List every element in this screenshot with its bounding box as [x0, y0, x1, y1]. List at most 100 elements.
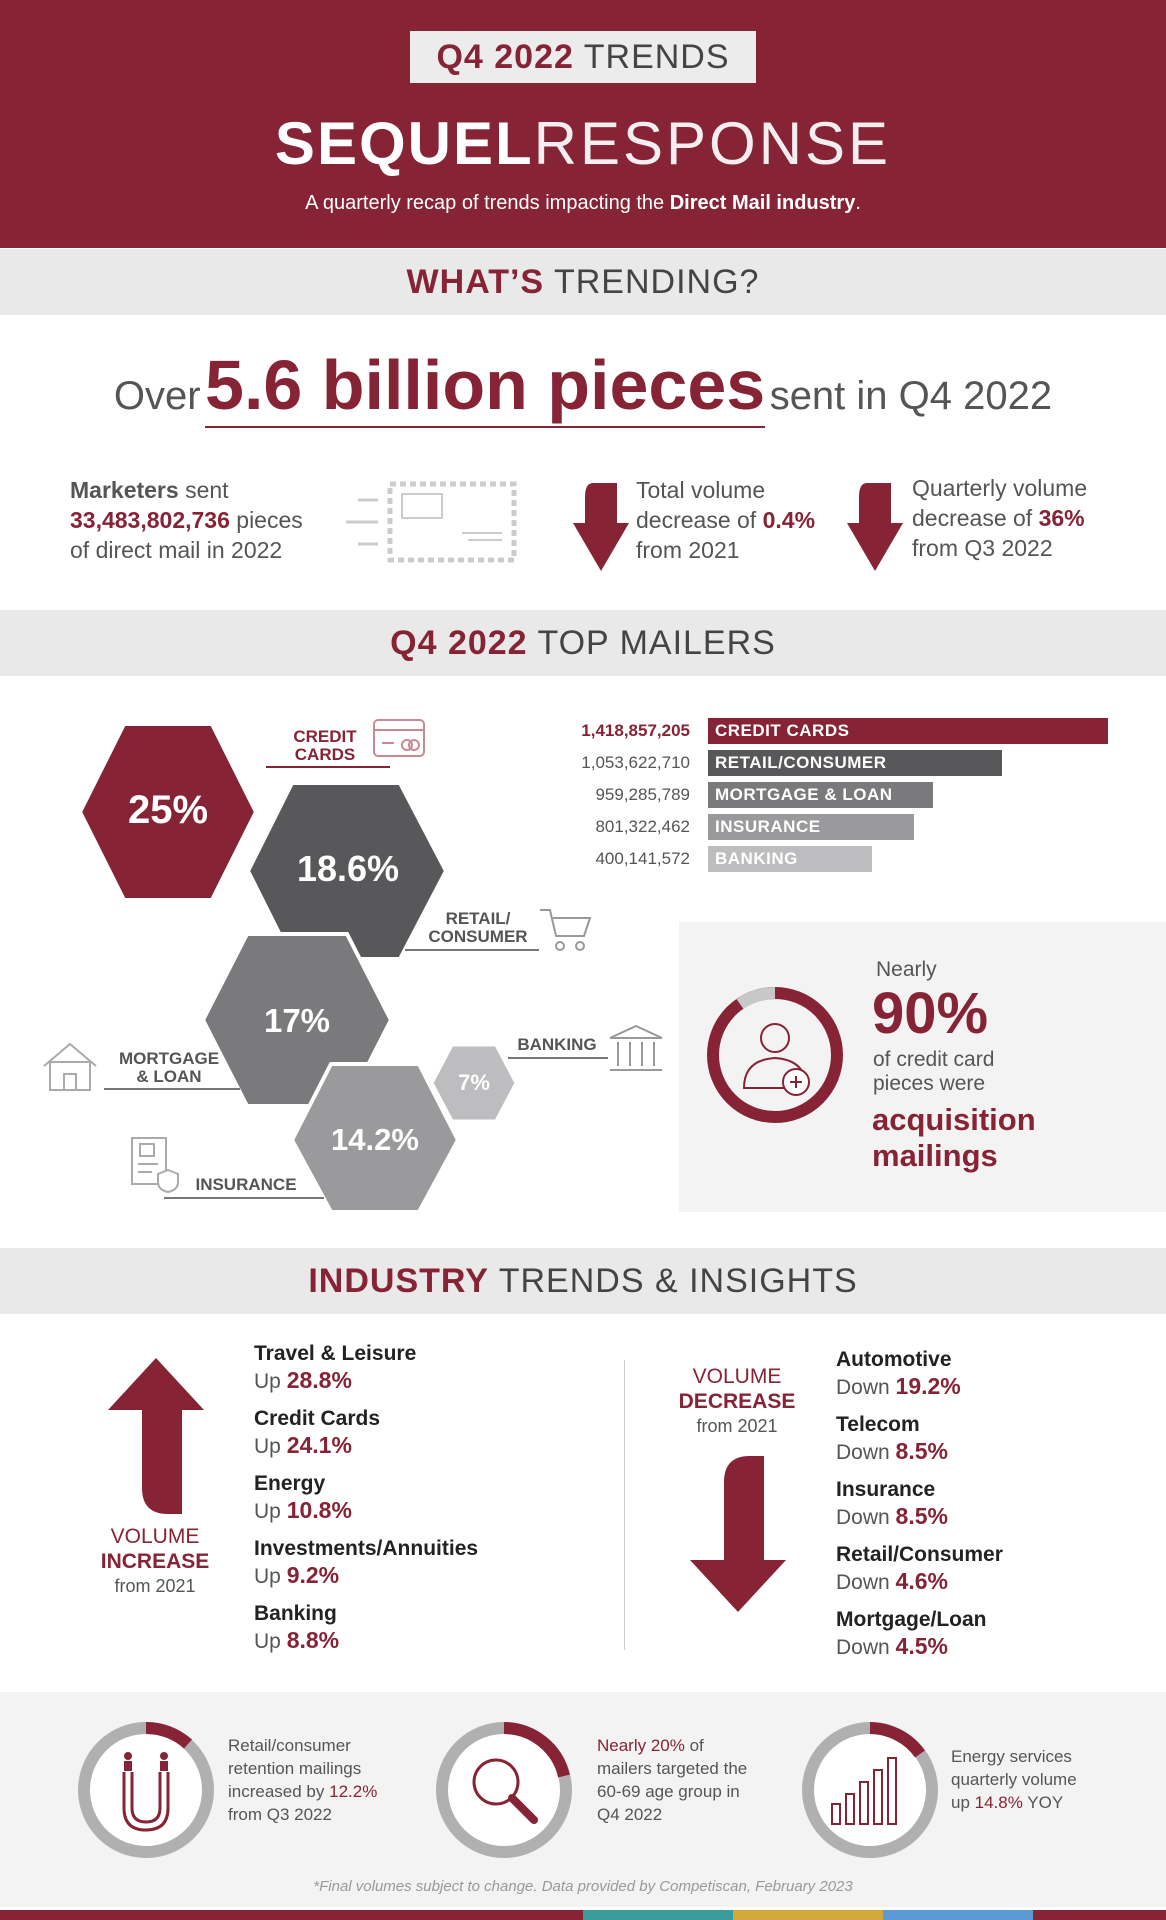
band-light: TRENDS & INSIGHTS	[498, 1262, 858, 1300]
s1-l4: from Q3 2022	[228, 1805, 332, 1824]
item-name: Mortgage/Loan	[836, 1608, 987, 1631]
hex-insurance-value: 14.2%	[331, 1122, 419, 1157]
stripe-segment-4	[883, 1910, 1033, 1920]
down-word: Down	[836, 1506, 890, 1529]
leader-insurance	[164, 1197, 324, 1199]
hex-banking-value: 7%	[458, 1070, 490, 1095]
section-band-mailers: Q4 2022 TOP MAILERS	[0, 610, 1166, 676]
hex-credit-value: 25%	[127, 788, 209, 832]
down-word: Down	[836, 1376, 890, 1399]
up-word: Up	[254, 1500, 281, 1523]
decrease-item: Automotive Down 19.2%	[836, 1346, 1003, 1411]
section-band-industry: INDUSTRY TRENDS & INSIGHTS	[0, 1248, 1166, 1314]
acq-line2: pieces were	[873, 1072, 986, 1095]
quarter-light: TRENDS	[583, 38, 730, 76]
label-banking: BANKING	[517, 1035, 597, 1054]
logo-heavy: SEQUEL	[274, 110, 534, 177]
leader-retail	[405, 949, 539, 951]
quarterly-line1: Quarterly volume	[912, 475, 1088, 501]
footnote: *Final volumes subject to change. Data p…	[313, 1878, 853, 1895]
hexagon-cluster	[77, 722, 518, 1214]
s2-l2: mailers targeted the	[597, 1759, 748, 1778]
arrow-down-large-icon	[690, 1456, 786, 1612]
bar-value: 1,053,622,710	[581, 753, 690, 772]
stat-retention: Retail/consumer retention mailings incre…	[228, 1734, 377, 1826]
logo-light: RESPONSE	[533, 110, 892, 177]
tagline-bold: Direct Mail industry	[669, 192, 856, 214]
label-mortgage-1: MORTGAGE	[118, 1049, 220, 1068]
down-word: Down	[836, 1636, 890, 1659]
increase-label: VOLUME INCREASE from 2021	[80, 1524, 230, 1599]
section-band-trending: WHAT’S TRENDING?	[0, 249, 1166, 315]
band-light: TRENDING?	[553, 263, 760, 301]
acq-bold1: acquisition	[872, 1102, 1036, 1137]
acquisition-panel	[679, 922, 1166, 1212]
down-word: Down	[836, 1441, 890, 1464]
inc-label3: from 2021	[114, 1576, 196, 1596]
tagline-pre: A quarterly recap of trends impacting th…	[305, 192, 670, 214]
headline-post: sent in Q4 2022	[769, 374, 1053, 418]
shopping-cart-icon	[540, 909, 592, 951]
magnifier-icon	[436, 1722, 572, 1858]
item-pct: 19.2%	[895, 1373, 961, 1399]
item-name: Energy	[254, 1472, 326, 1495]
s3-l3-post: YOY	[1022, 1793, 1064, 1812]
quarterly-volume-stat: Quarterly volume decrease of 36% from Q3…	[912, 473, 1087, 563]
envelope-icon	[346, 481, 517, 563]
s3-l3-hl: 14.8%	[974, 1793, 1023, 1812]
dec-label3: from 2021	[696, 1416, 778, 1436]
bar-label: RETAIL/CONSUMER	[708, 750, 1002, 776]
s1-l3-pre: increased by	[228, 1782, 330, 1801]
increase-list: Travel & Leisure Up 28.8% Credit Cards Up …	[254, 1340, 478, 1665]
bar-label: BANKING	[708, 846, 872, 872]
stat-energy: Energy services quarterly volume up 14.8…	[951, 1745, 1077, 1814]
decrease-item: Telecom Down 8.5%	[836, 1411, 1003, 1476]
acq-bold: acquisition mailings	[872, 1102, 1036, 1174]
s3-l3-pre: up	[951, 1793, 975, 1812]
quarterly-line3: from Q3 2022	[912, 535, 1053, 561]
hex-banking	[430, 1043, 518, 1123]
acq-nearly: Nearly	[876, 958, 937, 981]
quarter-title: Q4 2022 TRENDS	[410, 31, 756, 83]
total-pre: decrease of	[636, 507, 763, 533]
marketers-bold: Marketers	[70, 477, 179, 503]
quarterly-pre: decrease of	[912, 505, 1039, 531]
marketers-pieces: pieces	[229, 507, 303, 533]
divider	[624, 1360, 625, 1650]
acq-line1: of credit card	[873, 1048, 995, 1071]
headline: Over 5.6 billion pieces sent in Q4 2022	[0, 345, 1166, 428]
item-name: Travel & Leisure	[254, 1342, 417, 1365]
decrease-item: Retail/Consumer Down 4.6%	[836, 1541, 1003, 1606]
decrease-item: Mortgage/Loan Down 4.5%	[836, 1606, 1003, 1671]
label-mortgage: MORTGAGE & LOAN	[104, 1050, 234, 1086]
total-line3: from 2021	[636, 537, 740, 563]
inc-label2: INCREASE	[100, 1550, 210, 1573]
marketers-line3: of direct mail in 2022	[70, 537, 283, 563]
label-retail: RETAIL/CONSUMER	[422, 910, 534, 946]
quarterly-num: 36%	[1038, 505, 1085, 531]
bar-label: CREDIT CARDS	[708, 718, 1108, 744]
item-pct: 4.5%	[895, 1633, 948, 1659]
bar-value: 959,285,789	[595, 785, 690, 804]
headline-big: 5.6 billion pieces	[205, 346, 766, 428]
stripe-segment-3	[733, 1910, 883, 1920]
label-credit-cards: CREDIT CARDS	[280, 728, 370, 764]
increase-item: Credit Cards Up 24.1%	[254, 1405, 478, 1470]
item-name: Automotive	[836, 1348, 952, 1371]
label-insurance: INSURANCE	[195, 1175, 297, 1194]
decrease-list: Automotive Down 19.2% Telecom Down 8.5% In…	[836, 1346, 1003, 1671]
arrow-up-icon	[108, 1358, 204, 1514]
band-bold: Q4 2022	[390, 624, 528, 662]
marketers-num: 33,483,802,736	[70, 507, 230, 533]
item-pct: 28.8%	[286, 1367, 352, 1393]
leader-credit	[266, 766, 390, 768]
bar-label: INSURANCE	[708, 814, 914, 840]
up-word: Up	[254, 1565, 281, 1588]
increase-item: Energy Up 10.8%	[254, 1470, 478, 1535]
item-pct: 8.8%	[286, 1627, 340, 1653]
item-name: Retail/Consumer	[836, 1543, 1003, 1566]
bar-value: 801,322,462	[595, 817, 690, 836]
hex-credit	[77, 722, 259, 902]
label-credit-2: CARDS	[294, 745, 356, 764]
item-pct: 9.2%	[286, 1562, 340, 1588]
